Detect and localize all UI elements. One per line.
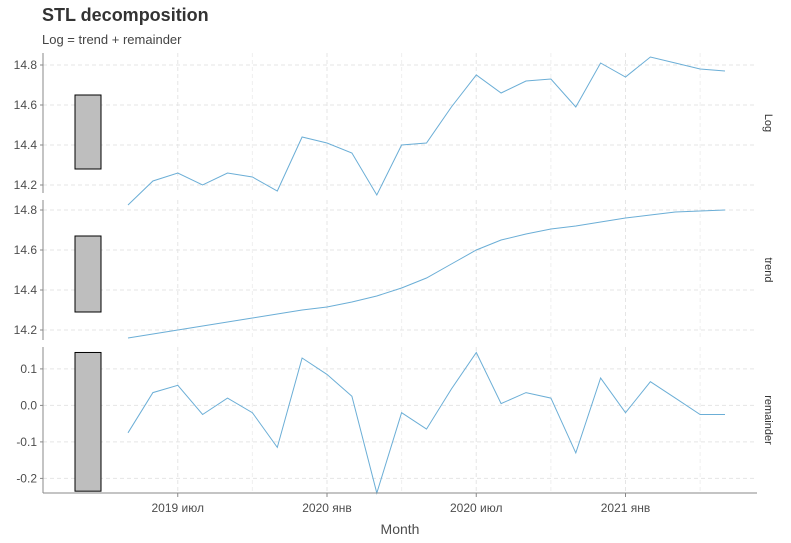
panel-strip-label: Log	[762, 114, 774, 132]
x-tick-label: 2020 июл	[450, 501, 502, 515]
panel-strip-label: trend	[762, 257, 774, 282]
y-tick-label: 14.4	[14, 138, 38, 152]
scale-bar	[74, 235, 102, 313]
y-tick-label: -0.2	[16, 471, 37, 485]
series-line-remainder	[127, 351, 725, 495]
y-tick-label: 0.1	[20, 362, 37, 376]
y-tick-label: 14.8	[14, 203, 38, 217]
y-tick-label: 14.6	[14, 98, 38, 112]
chart-subtitle: Log = trend + remainder	[42, 32, 182, 47]
y-tick-label: 14.2	[14, 323, 38, 337]
x-tick-label: 2019 июл	[152, 501, 204, 515]
x-axis-title: Month	[381, 521, 420, 537]
y-tick-label: 14.2	[14, 178, 38, 192]
y-tick-label: 0.0	[20, 398, 37, 412]
series-line-Log	[127, 56, 726, 206]
x-tick-label: 2020 янв	[302, 501, 352, 515]
y-tick-label: 14.8	[14, 58, 38, 72]
y-tick-label: 14.6	[14, 243, 38, 257]
scale-bar	[74, 94, 102, 170]
series-line-trend	[127, 209, 726, 339]
y-tick-label: -0.1	[16, 435, 37, 449]
panel-strip-label: remainder	[762, 395, 774, 445]
chart-title: STL decomposition	[42, 5, 209, 25]
scale-bar	[74, 351, 102, 492]
x-tick-label: 2021 янв	[601, 501, 651, 515]
y-tick-label: 14.4	[14, 283, 38, 297]
